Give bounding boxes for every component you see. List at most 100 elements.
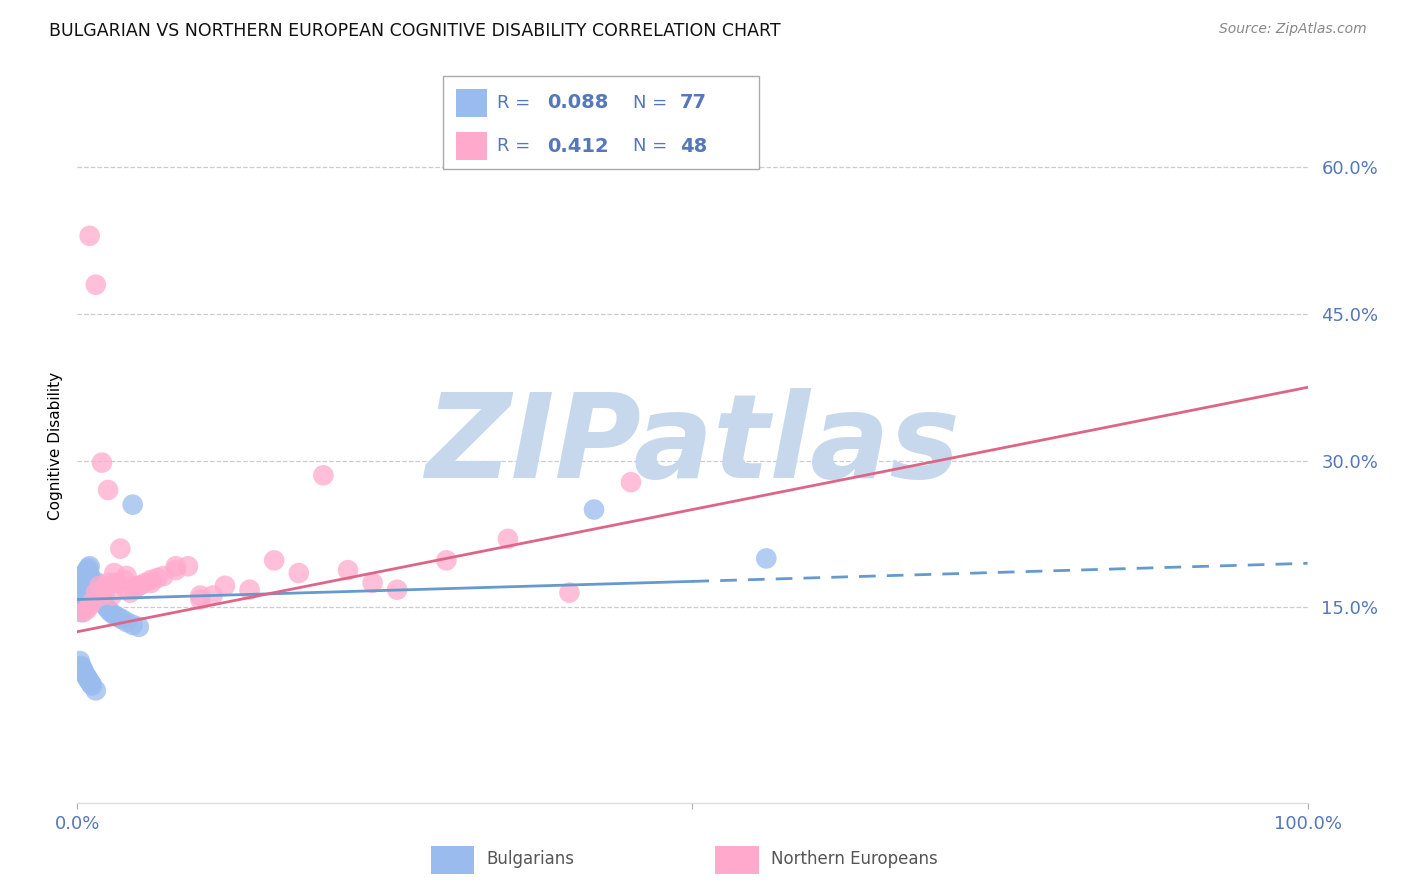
Point bbox=[141, 573, 163, 587]
Point bbox=[93, 581, 115, 595]
Point bbox=[620, 475, 643, 490]
Point bbox=[69, 600, 91, 615]
Point bbox=[79, 228, 101, 243]
Point bbox=[103, 608, 125, 623]
Point bbox=[84, 582, 107, 597]
Point bbox=[69, 654, 91, 668]
Point bbox=[84, 277, 107, 292]
Point bbox=[97, 602, 120, 616]
Point bbox=[120, 585, 142, 599]
Point bbox=[134, 575, 156, 590]
Point bbox=[263, 553, 285, 567]
Point bbox=[67, 595, 90, 609]
Point bbox=[70, 581, 93, 595]
Point bbox=[111, 612, 132, 626]
Point bbox=[67, 585, 90, 599]
Point bbox=[110, 541, 132, 556]
Text: 0.412: 0.412 bbox=[547, 136, 609, 155]
Point bbox=[385, 582, 409, 597]
Point bbox=[90, 456, 114, 470]
Point bbox=[337, 563, 360, 577]
Point bbox=[128, 579, 150, 593]
Point bbox=[288, 566, 311, 580]
Point bbox=[72, 605, 94, 619]
Point bbox=[83, 577, 105, 591]
Point bbox=[312, 468, 335, 483]
Bar bbox=[430, 846, 474, 874]
Point bbox=[82, 581, 104, 595]
Point bbox=[77, 577, 100, 591]
Point bbox=[73, 666, 96, 681]
Point bbox=[75, 565, 97, 579]
Text: 77: 77 bbox=[681, 94, 707, 112]
Point bbox=[70, 594, 93, 608]
Point bbox=[75, 573, 97, 587]
Text: Source: ZipAtlas.com: Source: ZipAtlas.com bbox=[1219, 22, 1367, 37]
Point bbox=[67, 575, 90, 590]
Point bbox=[97, 575, 120, 590]
Text: R =: R = bbox=[496, 137, 536, 155]
Point bbox=[128, 579, 150, 593]
Point bbox=[79, 674, 101, 689]
Point bbox=[70, 573, 93, 587]
Point bbox=[82, 586, 104, 600]
Point bbox=[188, 589, 212, 603]
Point bbox=[97, 483, 120, 497]
Y-axis label: Cognitive Disability: Cognitive Disability bbox=[48, 372, 63, 520]
Point bbox=[141, 575, 163, 590]
Point bbox=[76, 602, 98, 616]
Point bbox=[79, 559, 101, 574]
Text: BULGARIAN VS NORTHERN EUROPEAN COGNITIVE DISABILITY CORRELATION CHART: BULGARIAN VS NORTHERN EUROPEAN COGNITIVE… bbox=[49, 22, 780, 40]
Point bbox=[73, 591, 96, 605]
Point bbox=[70, 605, 93, 619]
Point bbox=[86, 585, 108, 599]
Point bbox=[128, 620, 150, 634]
Point bbox=[73, 567, 96, 582]
Point bbox=[100, 605, 122, 619]
Point bbox=[83, 584, 105, 599]
Text: Northern Europeans: Northern Europeans bbox=[770, 849, 938, 868]
Point bbox=[115, 582, 138, 597]
Point bbox=[91, 595, 114, 609]
Point bbox=[70, 571, 93, 585]
Point bbox=[101, 589, 124, 603]
Point bbox=[80, 582, 103, 597]
Point bbox=[79, 599, 101, 613]
Point bbox=[436, 553, 458, 567]
Point bbox=[89, 579, 111, 593]
Point bbox=[77, 569, 100, 583]
Point bbox=[84, 585, 107, 599]
Point bbox=[80, 676, 103, 690]
Point bbox=[239, 582, 262, 597]
Point bbox=[84, 683, 107, 698]
Point bbox=[79, 574, 101, 589]
Point bbox=[583, 502, 606, 516]
Bar bbox=[456, 89, 486, 117]
Point bbox=[76, 563, 98, 577]
Point bbox=[77, 561, 100, 575]
Point bbox=[214, 579, 236, 593]
Point bbox=[87, 588, 110, 602]
Text: 48: 48 bbox=[681, 136, 707, 155]
Point bbox=[79, 567, 101, 582]
Point bbox=[70, 586, 93, 600]
Point bbox=[755, 551, 778, 566]
Point bbox=[69, 575, 91, 590]
Point bbox=[122, 582, 145, 597]
Point bbox=[89, 590, 111, 604]
Point bbox=[69, 582, 91, 597]
Point bbox=[76, 671, 98, 685]
Point bbox=[69, 591, 91, 605]
Point bbox=[72, 584, 94, 599]
Point bbox=[496, 532, 519, 546]
Bar bbox=[456, 132, 486, 160]
Point bbox=[70, 579, 93, 593]
Point bbox=[361, 575, 384, 590]
Point bbox=[75, 581, 97, 595]
Text: 0.088: 0.088 bbox=[547, 94, 609, 112]
Point bbox=[82, 678, 104, 692]
Point bbox=[121, 498, 143, 512]
Point bbox=[94, 599, 117, 614]
Point bbox=[70, 596, 93, 610]
Point bbox=[72, 592, 94, 607]
